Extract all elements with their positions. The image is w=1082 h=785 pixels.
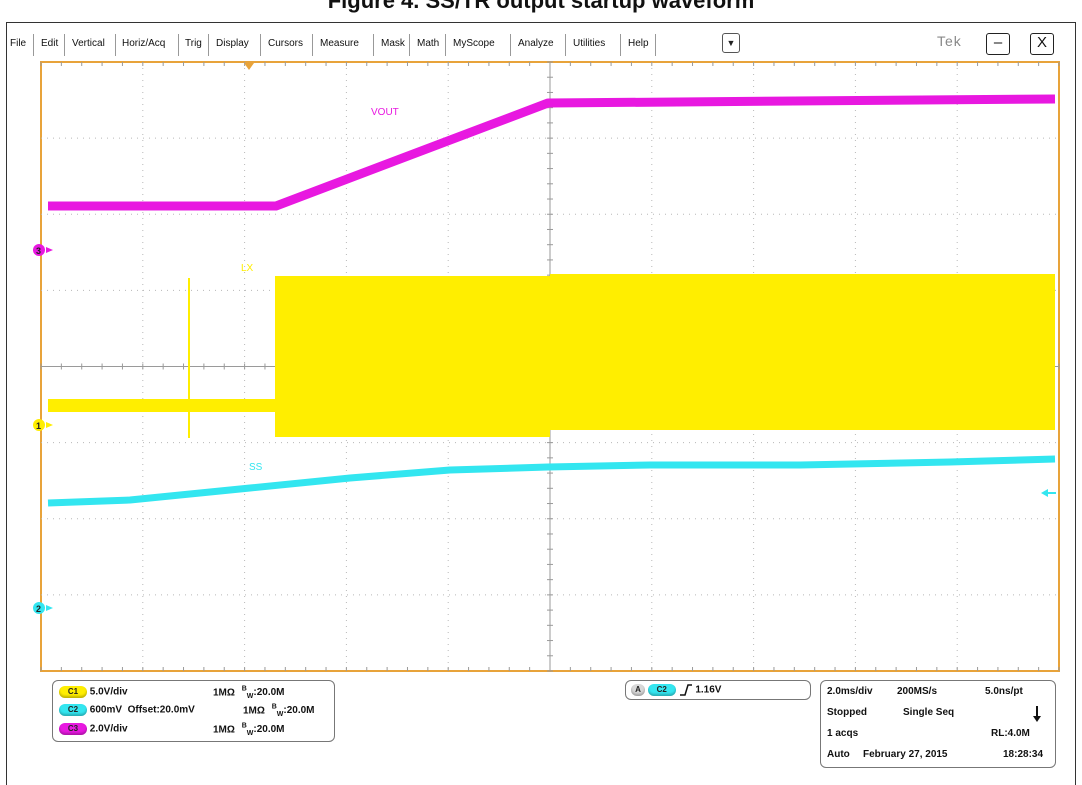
menu-separator xyxy=(208,34,209,56)
menu-help[interactable]: Help xyxy=(628,38,649,49)
menu-dropdown-button[interactable]: ▼ xyxy=(722,33,740,53)
rising-edge-icon xyxy=(679,684,692,696)
menu-horiz-acq[interactable]: Horiz/Acq xyxy=(122,38,166,49)
trigger-panel[interactable]: A C2 1.16V xyxy=(625,680,811,700)
menu-utilities[interactable]: Utilities xyxy=(573,38,606,49)
acq-count: 1 acqs xyxy=(827,728,859,739)
ch1-impedance: 1MΩ xyxy=(213,687,235,699)
svg-text:1: 1 xyxy=(36,421,41,431)
arrow-down-icon xyxy=(1033,706,1041,722)
menu-mask[interactable]: Mask xyxy=(381,38,405,49)
menu-edit[interactable]: Edit xyxy=(41,38,59,49)
trigger-source-chip[interactable]: C2 xyxy=(647,684,676,696)
svg-text:3: 3 xyxy=(36,246,41,256)
ch2-scale: 600mV Offset:20.0mV xyxy=(89,704,195,716)
ch3-bandwidth: BW:20.0M xyxy=(241,723,285,738)
vout-trace xyxy=(48,94,1056,211)
menu-measure[interactable]: Measure xyxy=(320,38,359,49)
lx-switching-envelope xyxy=(275,276,550,437)
menu-separator xyxy=(33,34,34,56)
acquisition-panel[interactable]: 2.0ms/div 200MS/s 5.0ns/pt Stopped Singl… xyxy=(820,680,1056,768)
menu-cursors[interactable]: Cursors xyxy=(268,38,304,49)
menu-separator xyxy=(510,34,511,56)
vout-label: VOUT xyxy=(371,107,399,118)
ch2-bandwidth: BW:20.0M xyxy=(271,704,315,719)
lx-pre-switching xyxy=(48,399,275,412)
ch1-bandwidth: BW:20.0M xyxy=(241,686,285,701)
menu-bar: File Edit Vertical Horiz/Acq Trig Displa… xyxy=(0,28,1082,60)
ss-waveform xyxy=(47,455,1056,507)
menu-separator xyxy=(565,34,566,56)
menu-display[interactable]: Display xyxy=(216,38,249,49)
ch2-coupling: 1MΩ BW:20.0M xyxy=(243,704,315,718)
minimize-icon: – xyxy=(993,34,1003,51)
ch1-scale: 5.0V/div xyxy=(89,686,128,698)
ch1-chip[interactable]: C1 xyxy=(59,686,87,698)
trigger-a-chip: A xyxy=(631,684,645,696)
ch2-ground-marker[interactable]: 2 xyxy=(33,602,53,614)
menu-separator xyxy=(620,34,621,56)
ch1-ground-marker[interactable]: 1 xyxy=(33,419,53,431)
acq-time: 18:28:34 xyxy=(1003,749,1044,760)
menu-separator xyxy=(655,34,656,56)
timebase: 2.0ms/div xyxy=(827,686,873,697)
ch3-chip[interactable]: C3 xyxy=(59,723,87,735)
scope-window-frame xyxy=(6,22,1076,785)
sample-rate: 200MS/s xyxy=(897,686,938,697)
lx-label: LX xyxy=(241,263,254,274)
menu-vertical[interactable]: Vertical xyxy=(72,38,105,49)
ch1-settings-row[interactable]: C1 5.0V/div xyxy=(59,686,128,698)
menu-trig[interactable]: Trig xyxy=(185,38,202,49)
trigger-row: A C2 1.16V xyxy=(631,684,721,696)
lx-trace xyxy=(48,274,1055,438)
menu-separator xyxy=(64,34,65,56)
lx-switching-envelope xyxy=(550,274,1055,430)
trigger-level: 1.16V xyxy=(695,684,722,696)
menu-separator xyxy=(115,34,116,56)
acq-mode: Single Seq xyxy=(903,707,955,718)
menu-separator xyxy=(312,34,313,56)
svg-text:2: 2 xyxy=(36,604,41,614)
acq-date: February 27, 2015 xyxy=(863,749,948,760)
acq-state: Stopped xyxy=(827,707,867,718)
record-length: RL:4.0M xyxy=(991,728,1030,739)
ch3-coupling: 1MΩ BW:20.0M xyxy=(213,723,285,737)
menu-myscope[interactable]: MyScope xyxy=(453,38,495,49)
menu-separator xyxy=(260,34,261,56)
ch2-impedance: 1MΩ xyxy=(243,705,265,717)
ss-trace xyxy=(47,455,1056,507)
ch3-scale: 2.0V/div xyxy=(89,723,128,735)
channel-settings-panel[interactable]: C1 5.0V/div 1MΩ BW:20.0M C2 600mV Offset… xyxy=(52,680,335,742)
close-icon: X xyxy=(1036,34,1047,51)
figure-caption: Figure 4. SS/TR output startup waveform xyxy=(327,0,755,13)
ch1-coupling: 1MΩ BW:20.0M xyxy=(213,686,285,700)
menu-math[interactable]: Math xyxy=(417,38,440,49)
ch3-ground-marker[interactable]: 3 xyxy=(33,244,53,256)
trigger-mode: Auto xyxy=(827,749,850,760)
close-button[interactable]: X xyxy=(1030,33,1054,55)
menu-file[interactable]: File xyxy=(10,38,27,49)
menu-separator xyxy=(373,34,374,56)
vout-waveform xyxy=(48,94,1056,211)
trigger-position-marker[interactable] xyxy=(244,63,254,70)
minimize-button[interactable]: – xyxy=(986,33,1010,55)
brand-logo: Tek xyxy=(937,33,962,49)
ss-label: SS xyxy=(249,462,263,473)
menu-analyze[interactable]: Analyze xyxy=(518,38,554,49)
ch2-chip[interactable]: C2 xyxy=(59,704,87,716)
menu-separator xyxy=(178,34,179,56)
ch2-settings-row[interactable]: C2 600mV Offset:20.0mV xyxy=(59,704,195,716)
ch3-impedance: 1MΩ xyxy=(213,724,235,736)
ch3-settings-row[interactable]: C3 2.0V/div xyxy=(59,723,128,735)
lx-glitch xyxy=(188,278,190,438)
menu-separator xyxy=(445,34,446,56)
time-per-point: 5.0ns/pt xyxy=(985,686,1023,697)
chevron-down-icon: ▼ xyxy=(726,38,736,48)
menu-separator xyxy=(409,34,410,56)
trigger-level-arrow[interactable] xyxy=(1041,489,1056,497)
